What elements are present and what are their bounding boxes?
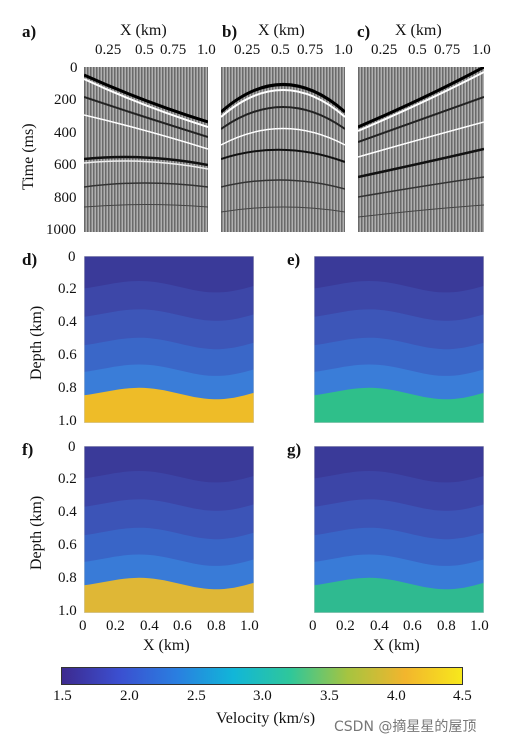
- tick: 400: [54, 125, 77, 141]
- tick: 0.2: [106, 618, 125, 634]
- velocity-f-x-label: X (km): [143, 637, 190, 654]
- tick: 1.0: [470, 618, 489, 634]
- panel-label-g: g): [287, 440, 302, 459]
- panel-label-e: e): [287, 250, 301, 269]
- tick: 0.2: [58, 471, 77, 487]
- panel-label-d: d): [22, 250, 38, 269]
- tick: 0.8: [207, 618, 226, 634]
- tick: 0.75: [434, 42, 461, 58]
- tick: 0.4: [58, 504, 77, 520]
- seismic-c-x-ticks: 0.25 0.5 0.75 1.0: [357, 42, 492, 62]
- panel-label-c: c): [357, 22, 371, 41]
- tick: 0.8: [58, 570, 77, 586]
- seismic-gather-c: [358, 67, 484, 232]
- tick: 0: [309, 618, 317, 634]
- tick: 0.8: [437, 618, 456, 634]
- velocity-bottom-y-label: Depth (km): [28, 495, 45, 570]
- tick: 3.5: [320, 688, 339, 704]
- tick: 0.75: [297, 42, 324, 58]
- seismic-a-x-ticks: 0.25 0.5 0.75 1.0: [83, 42, 216, 62]
- tick: 200: [54, 92, 77, 108]
- velocity-model-d: [84, 256, 254, 423]
- bottom-layer: [84, 577, 254, 613]
- tick: 2.0: [120, 688, 139, 704]
- seismic-b-x-label: X (km): [258, 22, 305, 39]
- tick: 0: [70, 60, 78, 76]
- tick: 600: [54, 157, 77, 173]
- tick: 0: [79, 618, 87, 634]
- tick: 4.0: [387, 688, 406, 704]
- tick: 1.0: [472, 42, 491, 58]
- velocity-model-g: [314, 446, 484, 613]
- tick: 0.4: [58, 314, 77, 330]
- tick: 0.2: [58, 281, 77, 297]
- tick: 0.2: [336, 618, 355, 634]
- tick: 1000: [46, 222, 76, 238]
- seismic-a-x-label: X (km): [120, 22, 167, 39]
- velocity-g-x-label: X (km): [373, 637, 420, 654]
- tick: 1.0: [197, 42, 216, 58]
- seismic-gather-b: [221, 67, 345, 232]
- velocity-model-e: [314, 256, 484, 423]
- colorbar-label: Velocity (km/s): [216, 710, 316, 727]
- panel-label-b: b): [222, 22, 238, 41]
- tick: 1.5: [53, 688, 72, 704]
- tick: 1.0: [334, 42, 353, 58]
- colorbar-ticks: 1.5 2.0 2.5 3.0 3.5 4.0 4.5: [48, 688, 488, 708]
- tick: 0.5: [135, 42, 154, 58]
- tick: 0.25: [234, 42, 261, 58]
- seismic-y-label: Time (ms): [20, 123, 37, 190]
- velocity-top-y-label: Depth (km): [28, 305, 45, 380]
- tick: 0.6: [173, 618, 192, 634]
- tick: 1.0: [58, 603, 77, 619]
- tick: 0.6: [403, 618, 422, 634]
- velocity-bottom-y-ticks: 0 0.2 0.4 0.6 0.8 1.0: [50, 439, 82, 619]
- tick: 800: [54, 190, 77, 206]
- bottom-layer: [314, 577, 484, 613]
- tick: 0.6: [58, 347, 77, 363]
- tick: 0.5: [408, 42, 427, 58]
- tick: 0.4: [140, 618, 159, 634]
- seismic-gather-a: [84, 67, 208, 232]
- tick: 0.25: [371, 42, 398, 58]
- tick: 0.25: [95, 42, 122, 58]
- tick: 4.5: [453, 688, 472, 704]
- bottom-layer: [314, 387, 484, 423]
- seismic-b-x-ticks: 0.25 0.5 0.75 1.0: [220, 42, 353, 62]
- colorbar: [61, 667, 463, 685]
- seismic-c-x-label: X (km): [395, 22, 442, 39]
- tick: 0.6: [58, 537, 77, 553]
- panel-label-a: a): [22, 22, 37, 41]
- tick: 1.0: [58, 413, 77, 429]
- tick: 0: [68, 439, 76, 455]
- tick: 1.0: [240, 618, 259, 634]
- bottom-layer: [84, 387, 254, 423]
- tick: 0.8: [58, 380, 77, 396]
- velocity-f-x-ticks: 0 0.2 0.4 0.6 0.8 1.0: [76, 618, 266, 638]
- velocity-top-y-ticks: 0 0.2 0.4 0.6 0.8 1.0: [50, 249, 82, 429]
- tick: 3.0: [253, 688, 272, 704]
- seismic-y-ticks: 0 200 400 600 800 1000: [40, 60, 82, 238]
- tick: 0: [68, 249, 76, 265]
- tick: 0.4: [370, 618, 389, 634]
- tick: 2.5: [187, 688, 206, 704]
- watermark: CSDN @摘星星的屋顶: [334, 719, 477, 735]
- tick: 0.5: [271, 42, 290, 58]
- velocity-g-x-ticks: 0 0.2 0.4 0.6 0.8 1.0: [306, 618, 496, 638]
- panel-label-f: f): [22, 440, 34, 459]
- velocity-model-f: [84, 446, 254, 613]
- tick: 0.75: [160, 42, 187, 58]
